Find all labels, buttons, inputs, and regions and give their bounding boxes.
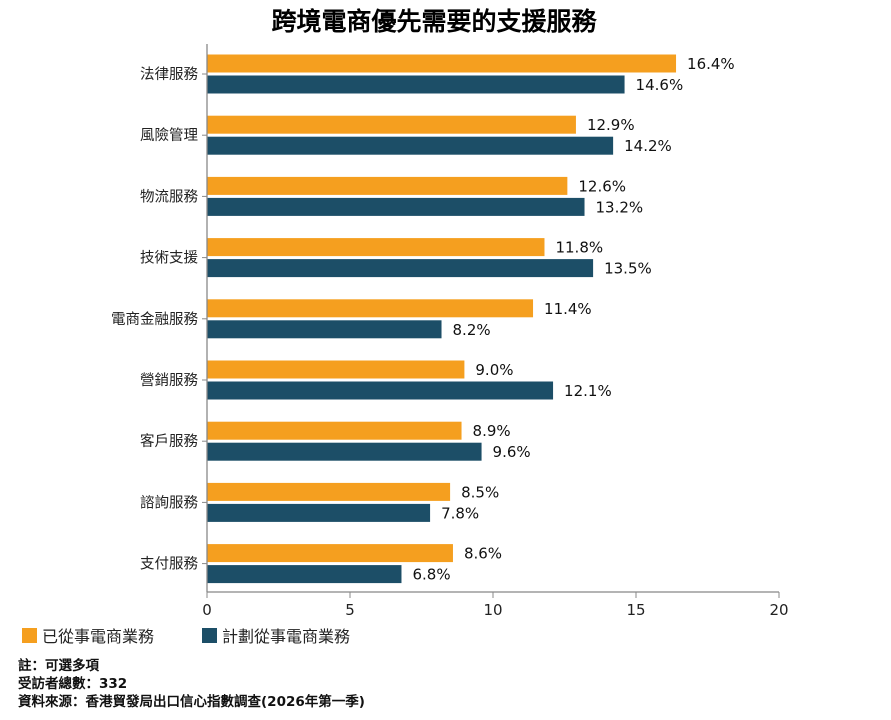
legend-swatch-planned: [202, 628, 217, 643]
y-tick-label-3: 技術支援: [140, 250, 198, 267]
value-label-planned-7: 7.8%: [441, 504, 479, 522]
x-tick-label-3: 15: [626, 601, 645, 619]
bar-planned-1: [207, 136, 614, 155]
y-tick-label-6: 客戶服務: [140, 433, 198, 450]
x-axis: 0 5 10 15 20: [202, 591, 789, 619]
bar-planned-3: [207, 259, 594, 278]
value-label-planned-3: 13.5%: [604, 260, 652, 278]
y-tick-label-4: 電商金融服務: [111, 311, 198, 328]
bar-planned-2: [207, 197, 585, 216]
value-label-planned-5: 12.1%: [564, 382, 612, 400]
x-tick-label-0: 0: [202, 601, 212, 619]
y-tick-label-7: 諮詢服務: [140, 494, 198, 511]
value-label-current-7: 8.5%: [461, 483, 499, 501]
chart-title: 跨境電商優先需要的支援服務: [271, 7, 597, 36]
value-label-current-6: 8.9%: [473, 422, 511, 440]
legend-swatch-current: [22, 628, 37, 643]
value-label-current-2: 12.6%: [578, 177, 626, 195]
footer-respondents: 受訪者總數：332: [18, 676, 128, 692]
x-tick-label-4: 20: [769, 601, 788, 619]
value-label-current-5: 9.0%: [475, 361, 513, 379]
bar-current-3: [207, 238, 545, 257]
value-label-current-3: 11.8%: [555, 239, 603, 257]
value-label-planned-4: 8.2%: [453, 321, 491, 339]
bar-planned-8: [207, 565, 402, 584]
x-tick-label-2: 10: [483, 601, 502, 619]
bar-current-4: [207, 299, 534, 318]
bar-current-6: [207, 421, 462, 440]
y-tick-label-1: 風險管理: [140, 127, 198, 144]
y-tick-label-5: 營銷服務: [140, 372, 198, 389]
bar-current-0: [207, 54, 677, 73]
bar-current-1: [207, 115, 576, 134]
value-label-planned-0: 14.6%: [636, 76, 684, 94]
footer: 註：可選多項 受訪者總數：332 資料來源：香港貿發局出口信心指數調查(2026…: [18, 657, 365, 711]
value-label-current-4: 11.4%: [544, 300, 592, 318]
bar-planned-7: [207, 503, 431, 522]
y-tick-label-2: 物流服務: [140, 188, 198, 205]
bar-planned-5: [207, 381, 554, 400]
x-tick-label-1: 5: [345, 601, 355, 619]
bar-current-2: [207, 176, 568, 195]
bars-group: [207, 54, 677, 584]
value-labels-group: 16.4%14.6% 12.9% 14.2% 12.6% 13.2% 11.8%13.5%…: [412, 55, 734, 584]
value-label-planned-6: 9.6%: [493, 443, 531, 461]
footer-source: 資料來源：香港貿發局出口信心指數調查(2026年第一季): [18, 694, 365, 710]
legend-label-current: 已從事電商業務: [42, 627, 154, 646]
bar-current-8: [207, 544, 453, 563]
value-label-current-8: 8.6%: [464, 545, 502, 563]
legend-label-planned: 計劃從事電商業務: [222, 627, 350, 646]
value-label-current-1: 12.9%: [587, 116, 635, 134]
value-label-planned-2: 13.2%: [596, 198, 644, 216]
value-label-planned-8: 6.8%: [412, 566, 450, 584]
footer-note: 註：可選多項: [18, 658, 99, 674]
legend: 已從事電商業務 計劃從事電商業務: [22, 627, 350, 646]
bar-planned-6: [207, 442, 482, 461]
bar-planned-0: [207, 75, 625, 94]
y-tick-label-8: 支付服務: [140, 556, 198, 573]
bar-current-5: [207, 360, 465, 379]
value-label-current-0: 16.4%: [687, 55, 735, 73]
bar-planned-4: [207, 320, 442, 339]
bar-current-7: [207, 482, 451, 501]
value-label-planned-1: 14.2%: [624, 137, 672, 155]
y-tick-label-0: 法律服務: [140, 66, 198, 83]
